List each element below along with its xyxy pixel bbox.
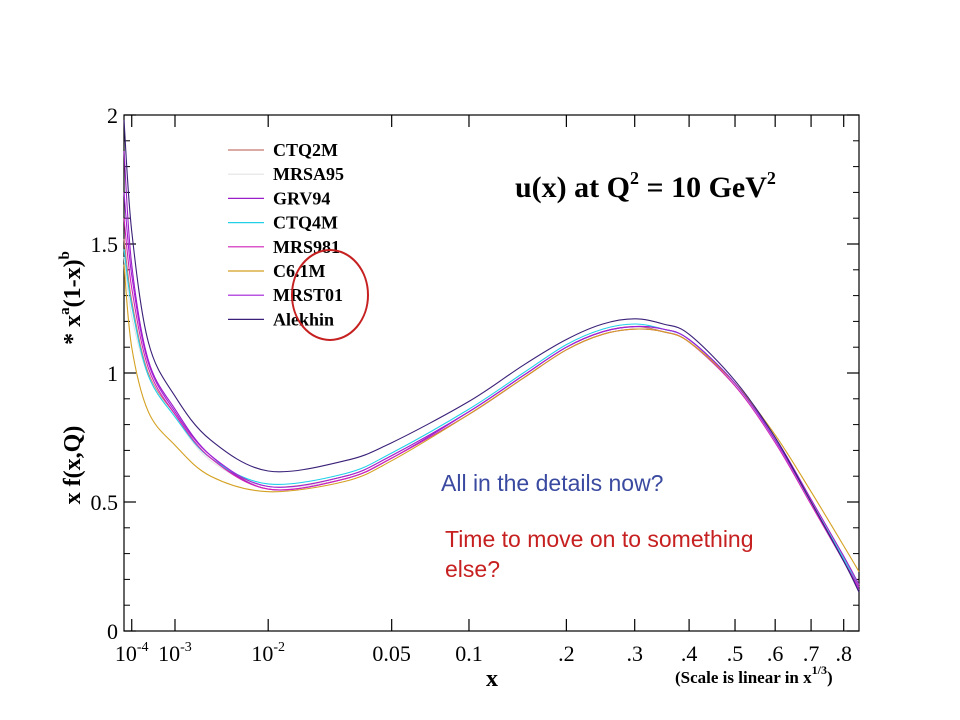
legend-label: Alekhin (273, 309, 334, 329)
x-tick-label: .6 (767, 641, 784, 666)
x-tick-label: 10-2 (251, 640, 285, 666)
annotation-move-on-question: Time to move on to something else? (445, 526, 754, 582)
legend-label: C6.1M (273, 261, 326, 281)
x-tick-label: .8 (835, 641, 852, 666)
x-tick-label: .2 (558, 641, 575, 666)
y-tick-label: 0 (107, 619, 118, 644)
y-tick-label: 0.5 (91, 490, 119, 515)
chart-title-mid: = 10 GeV (639, 171, 767, 204)
x-tick-label: .7 (803, 641, 820, 666)
x-tick-label: 10-3 (158, 640, 192, 666)
series-lines (123, 120, 860, 593)
series-line-mrst01 (123, 192, 860, 590)
y-axis-label-sup-b: b (57, 251, 73, 259)
legend-label: MRST01 (273, 285, 343, 305)
axis-ticks: 0 0.5 1 1.5 2 10-4 10-3 10-2 0.05 0.1 .2 .3 .4 .5 .6 .7… (91, 103, 859, 666)
x-tick-label: 10-4 (115, 640, 149, 666)
y-tick-label: 1 (107, 361, 118, 386)
series-line-grv94 (123, 151, 860, 585)
x-tick-label-sup: -2 (273, 640, 285, 655)
legend-label: MRS981 (273, 237, 340, 257)
y-tick-label: 1.5 (91, 232, 119, 257)
x-tick-label-sup: -4 (137, 640, 149, 655)
x-tick-label: 0.05 (372, 641, 411, 666)
x-scale-note: (Scale is linear in x1/3) (675, 663, 833, 687)
series-line-alekhin (123, 120, 860, 593)
legend-label: CTQ4M (273, 213, 338, 233)
x-tick-label: .3 (626, 641, 643, 666)
x-axis-label: x (486, 666, 498, 692)
y-axis-label: x f(x,Q) (60, 426, 86, 505)
legend: CTQ2M MRSA95 GRV94 CTQ4M MRS981 C6.1M MRST01 Al… (228, 140, 344, 329)
annotation-details-question: All in the details now? (441, 470, 664, 496)
legend-label: MRSA95 (273, 164, 344, 184)
y-tick-label: 2 (107, 103, 118, 128)
y-axis-label-factor: * xa(1-x)b (57, 251, 86, 345)
chart-title-sup-1: 2 (630, 168, 639, 188)
x-tick-label-sup: -3 (180, 640, 192, 655)
x-scale-note-end: ) (827, 668, 833, 687)
legend-label: GRV94 (273, 188, 330, 208)
series-line-c6-1m (123, 264, 860, 572)
chart-title: u(x) at Q2 = 10 GeV2 (515, 168, 776, 204)
x-tick-label: .5 (727, 641, 744, 666)
chart-title-sup-2: 2 (767, 168, 776, 188)
x-scale-note-sup: 1/3 (812, 663, 827, 677)
legend-label: CTQ2M (273, 140, 338, 160)
x-tick-label: .4 (681, 641, 698, 666)
y-axis-label-sup-a: a (57, 307, 73, 315)
y-axis-label-mid: (1-x) (60, 259, 86, 307)
highlight-ellipse (291, 249, 369, 341)
x-tick-label: 0.1 (455, 641, 483, 666)
